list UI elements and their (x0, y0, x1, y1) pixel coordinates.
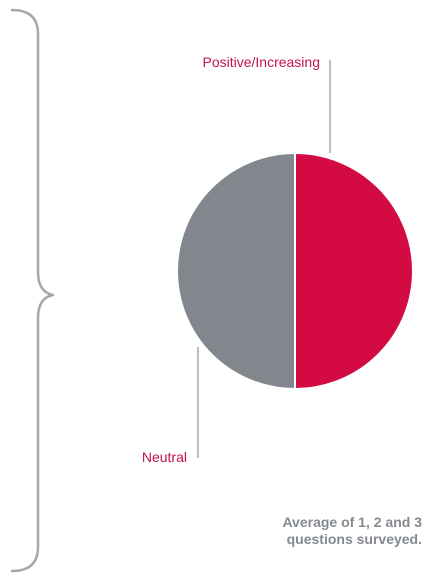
footnote-line-1: Average of 1, 2 and 3 (282, 514, 422, 530)
footnote: Average of 1, 2 and 3 questions surveyed… (236, 514, 422, 548)
footnote-line-2: questions surveyed. (286, 531, 422, 547)
slice-label-neutral: Neutral (142, 449, 187, 465)
slice-label-positive: Positive/Increasing (202, 54, 320, 70)
pie-slice-neutral (176, 151, 296, 391)
pie-slices (176, 151, 414, 391)
pie-slice-positive-increasing (294, 151, 414, 391)
curly-bracket (10, 8, 55, 573)
